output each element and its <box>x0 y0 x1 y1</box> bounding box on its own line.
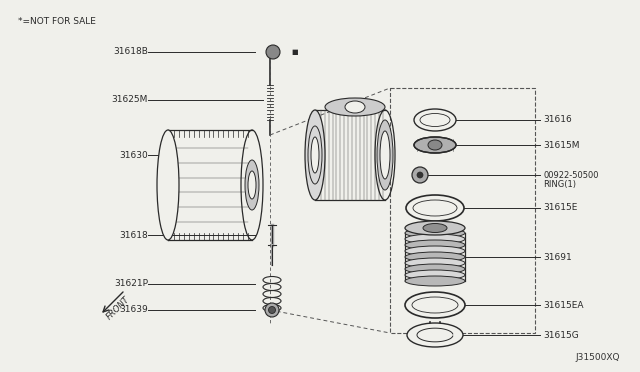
Ellipse shape <box>405 234 465 244</box>
Ellipse shape <box>405 221 465 235</box>
Text: 31630: 31630 <box>119 151 148 160</box>
Ellipse shape <box>245 160 259 210</box>
Text: 31615M: 31615M <box>543 141 579 150</box>
Text: J31500XQ: J31500XQ <box>575 353 620 362</box>
Circle shape <box>412 167 428 183</box>
Circle shape <box>417 172 423 178</box>
Text: 31691: 31691 <box>543 253 572 262</box>
Ellipse shape <box>405 228 465 238</box>
Circle shape <box>265 303 279 317</box>
Text: 31615E: 31615E <box>543 203 577 212</box>
Ellipse shape <box>413 200 457 216</box>
Text: 31618: 31618 <box>119 231 148 240</box>
Ellipse shape <box>405 270 465 280</box>
Text: FRONT: FRONT <box>105 295 131 321</box>
Ellipse shape <box>405 258 465 268</box>
Ellipse shape <box>405 292 465 318</box>
Ellipse shape <box>248 171 256 199</box>
Text: 31616: 31616 <box>543 115 572 125</box>
Ellipse shape <box>423 224 447 232</box>
Text: 31621P: 31621P <box>114 279 148 289</box>
Ellipse shape <box>420 113 450 126</box>
Bar <box>390 88 535 333</box>
Ellipse shape <box>412 297 458 313</box>
Ellipse shape <box>405 264 465 274</box>
Ellipse shape <box>428 140 442 150</box>
Text: ■: ■ <box>292 49 298 55</box>
Ellipse shape <box>377 120 393 190</box>
Text: 31639: 31639 <box>119 305 148 314</box>
Text: *=NOT FOR SALE: *=NOT FOR SALE <box>18 17 96 26</box>
Ellipse shape <box>305 110 325 200</box>
Text: RING(1): RING(1) <box>543 180 576 189</box>
Ellipse shape <box>405 276 465 286</box>
Ellipse shape <box>380 131 390 179</box>
Ellipse shape <box>325 98 385 116</box>
Ellipse shape <box>405 246 465 256</box>
Ellipse shape <box>345 101 365 113</box>
Ellipse shape <box>311 137 319 173</box>
Text: 31625M: 31625M <box>111 96 148 105</box>
Text: 31618B: 31618B <box>113 48 148 57</box>
Ellipse shape <box>414 109 456 131</box>
Ellipse shape <box>405 252 465 262</box>
Ellipse shape <box>405 240 465 250</box>
Circle shape <box>269 307 275 314</box>
Text: 31615EA: 31615EA <box>543 301 584 310</box>
Ellipse shape <box>157 130 179 240</box>
Text: 00922-50500: 00922-50500 <box>543 170 598 180</box>
Circle shape <box>266 45 280 59</box>
Ellipse shape <box>407 323 463 347</box>
Ellipse shape <box>414 137 456 153</box>
Ellipse shape <box>406 195 464 221</box>
Text: 31615G: 31615G <box>543 330 579 340</box>
